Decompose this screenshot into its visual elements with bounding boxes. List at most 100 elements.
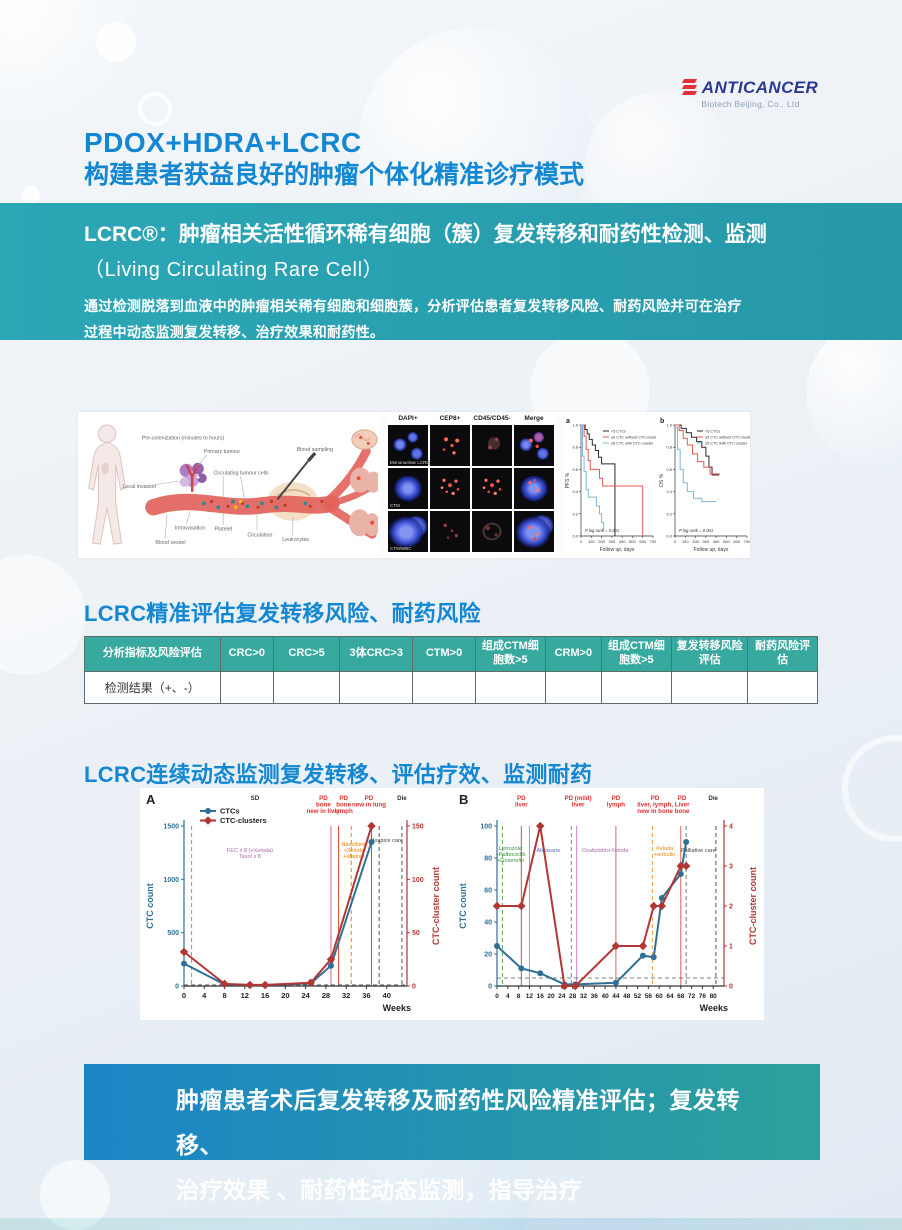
- decorative-bubble: [0, 0, 145, 135]
- svg-text:CTCs: CTCs: [220, 807, 240, 816]
- illustration-label: Primary tumour: [204, 449, 241, 455]
- svg-text:60: 60: [656, 993, 664, 1000]
- table-cell: [339, 670, 414, 704]
- table-row-label: 检测结果（+、-）: [84, 670, 221, 704]
- svg-text:0: 0: [495, 993, 499, 1000]
- svg-text:300: 300: [703, 539, 710, 544]
- illustration-label: Blood vessel: [155, 540, 185, 546]
- svg-text:0: 0: [729, 984, 733, 991]
- svg-text:FEC x 8 (+Xeloda)Taxol x 8: FEC x 8 (+Xeloda) Taxol x 8: [227, 848, 273, 860]
- illustration-label: Intravasation: [175, 526, 205, 532]
- table-cell: [671, 670, 749, 704]
- svg-text:8: 8: [517, 993, 521, 1000]
- blood-vessel: [145, 493, 340, 516]
- svg-text:Follow up, days: Follow up, days: [600, 547, 635, 553]
- primary-tumour: [179, 462, 207, 492]
- microscopy-image: [430, 511, 470, 552]
- svg-text:≥5 CTC with CTC-cluster: ≥5 CTC with CTC-cluster: [705, 442, 748, 446]
- svg-text:≥5 CTC with CTC-cluster: ≥5 CTC with CTC-cluster: [611, 442, 654, 446]
- microscopy-row-label: Mononuclear LCRC: [389, 460, 431, 465]
- svg-text:0.0: 0.0: [572, 534, 578, 539]
- svg-text:Letrozole+Palbociclib+Gosereli: Letrozole +Palbociclib +Goserelin: [496, 846, 526, 864]
- lcrc-banner: LCRC®：肿瘤相关活性循环稀有细胞（簇）复发转移和耐药性检测、监测 （Livi…: [0, 203, 902, 340]
- svg-text:36: 36: [591, 993, 599, 1000]
- svg-text:PFS %: PFS %: [565, 472, 571, 488]
- microscopy-col-header: DAPI+: [398, 415, 418, 422]
- human-figure-body: [88, 441, 126, 545]
- microscopy-image: Mononuclear LCRC: [388, 425, 431, 466]
- svg-text:100: 100: [412, 877, 424, 884]
- banner-description-line2: 过程中动态监测复发转移、治疗效果和耐药性。: [84, 323, 385, 340]
- microscopy-image: [472, 425, 512, 466]
- svg-text:Hospice care: Hospice care: [370, 838, 403, 844]
- svg-text:400: 400: [619, 539, 626, 544]
- human-figure-head: [97, 424, 117, 443]
- svg-text:A: A: [146, 792, 156, 807]
- svg-text:16: 16: [261, 991, 269, 1000]
- svg-text:200: 200: [692, 539, 699, 544]
- svg-text:B: B: [459, 792, 468, 807]
- scientific-figure-strip: Pre-colonization (minutes to hours) Prim…: [78, 412, 750, 558]
- table-cell: [545, 670, 602, 704]
- svg-text:12: 12: [241, 991, 249, 1000]
- microscopy-row-label: CTM: [389, 503, 401, 508]
- pfs-survival-curve: a 0.0 0.2 0.4 0.6 0.8 1.0 0 100 200 300 400 500 600 70…: [565, 418, 656, 553]
- circulating-cells: [201, 499, 324, 510]
- banner-title-line1: LCRC®：肿瘤相关活性循环稀有细胞（簇）复发转移和耐药性检测、监测: [84, 223, 767, 246]
- svg-text:40: 40: [383, 991, 391, 1000]
- svg-text:100: 100: [682, 539, 689, 544]
- svg-text:CTC count: CTC count: [145, 883, 155, 929]
- svg-text:68: 68: [677, 993, 685, 1000]
- svg-text:20: 20: [281, 991, 289, 1000]
- svg-text:36: 36: [362, 991, 370, 1000]
- svg-text:Die: Die: [708, 795, 718, 802]
- microscopy-image: [514, 468, 554, 509]
- svg-text:2: 2: [729, 904, 733, 911]
- svg-text:0.8: 0.8: [666, 445, 672, 450]
- microscopy-col-header: CD45/CD45-: [473, 415, 511, 422]
- svg-text:4: 4: [506, 993, 510, 1000]
- svg-text:76: 76: [699, 993, 707, 1000]
- ctc-dynamics-charts: A 0 4 8 12 16 20 24 28 32 36 40 Weeks 0 500 1000 1500 0 50…: [140, 788, 764, 1020]
- svg-text:Weeks: Weeks: [383, 1003, 411, 1013]
- stomach-organ: [101, 462, 109, 475]
- banner-title-line2: （Living Circulating Rare Cell）: [84, 259, 384, 281]
- svg-text:80: 80: [484, 856, 492, 863]
- ctc-circulation-illustration: Pre-colonization (minutes to hours) Prim…: [78, 412, 378, 558]
- table-header-cell: 组成CTM细胞数>5: [600, 636, 673, 672]
- svg-text:24: 24: [301, 991, 310, 1000]
- table-header-cell: 复发转移风险评估: [671, 636, 749, 672]
- svg-text:SD: SD: [251, 795, 260, 802]
- summary-line2: 治疗效果 、耐药性动态监测，指导治疗: [176, 1176, 583, 1203]
- table-header-cell: 分析指标及风险评估: [84, 636, 221, 672]
- page-title: PDOX+HDRA+LCRC 构建患者获益良好的肿瘤个体化精准诊疗模式: [84, 126, 584, 191]
- svg-text:1.0: 1.0: [666, 423, 672, 428]
- section-title-monitoring: LCRC连续动态监测复发转移、评估疗效、监测耐药: [84, 762, 593, 787]
- svg-text:700: 700: [744, 539, 750, 544]
- table-header-cell: CRM>0: [545, 636, 602, 672]
- microscopy-col-header: CEP8+: [439, 415, 461, 422]
- decorative-bubble: [842, 735, 902, 842]
- svg-text:1: 1: [729, 944, 733, 951]
- svg-text:Die: Die: [397, 795, 407, 802]
- svg-text:0.2: 0.2: [666, 511, 672, 516]
- table-cell: [747, 670, 818, 704]
- microscopy-row-label: CTM/WBC: [389, 546, 413, 551]
- svg-text:100: 100: [588, 539, 595, 544]
- table-cell: [474, 670, 547, 704]
- logo-stripes-icon: [681, 78, 697, 98]
- bottom-gradient-strip: [0, 1218, 902, 1230]
- svg-text:Follow up, days: Follow up, days: [694, 547, 729, 553]
- svg-text:Oxaliplatin+Xeloda: Oxaliplatin+Xeloda: [582, 848, 630, 854]
- svg-text:Weeks: Weeks: [700, 1003, 728, 1013]
- microscopy-image: CTM: [388, 468, 428, 509]
- ctc-dynamics-chart-a: A 0 4 8 12 16 20 24 28 32 36 40 Weeks 0 500 1000 1500 0 50…: [142, 790, 445, 1018]
- banner-description: 通过检测脱落到血液中的肿瘤相关稀有细胞和细胞簇，分析评估患者复发转移风险、耐药风…: [84, 294, 842, 346]
- svg-text:500: 500: [167, 930, 179, 937]
- page-title-line2: 构建患者获益良好的肿瘤个体化精准诊疗模式: [84, 161, 585, 190]
- svg-text:≥5 CTC without CTC-cluster: ≥5 CTC without CTC-cluster: [611, 436, 656, 440]
- svg-text:50: 50: [412, 930, 420, 937]
- table-header-cell: 组成CTM细胞数>5: [474, 636, 547, 672]
- svg-text:0: 0: [580, 539, 583, 544]
- svg-text:40: 40: [601, 993, 609, 1000]
